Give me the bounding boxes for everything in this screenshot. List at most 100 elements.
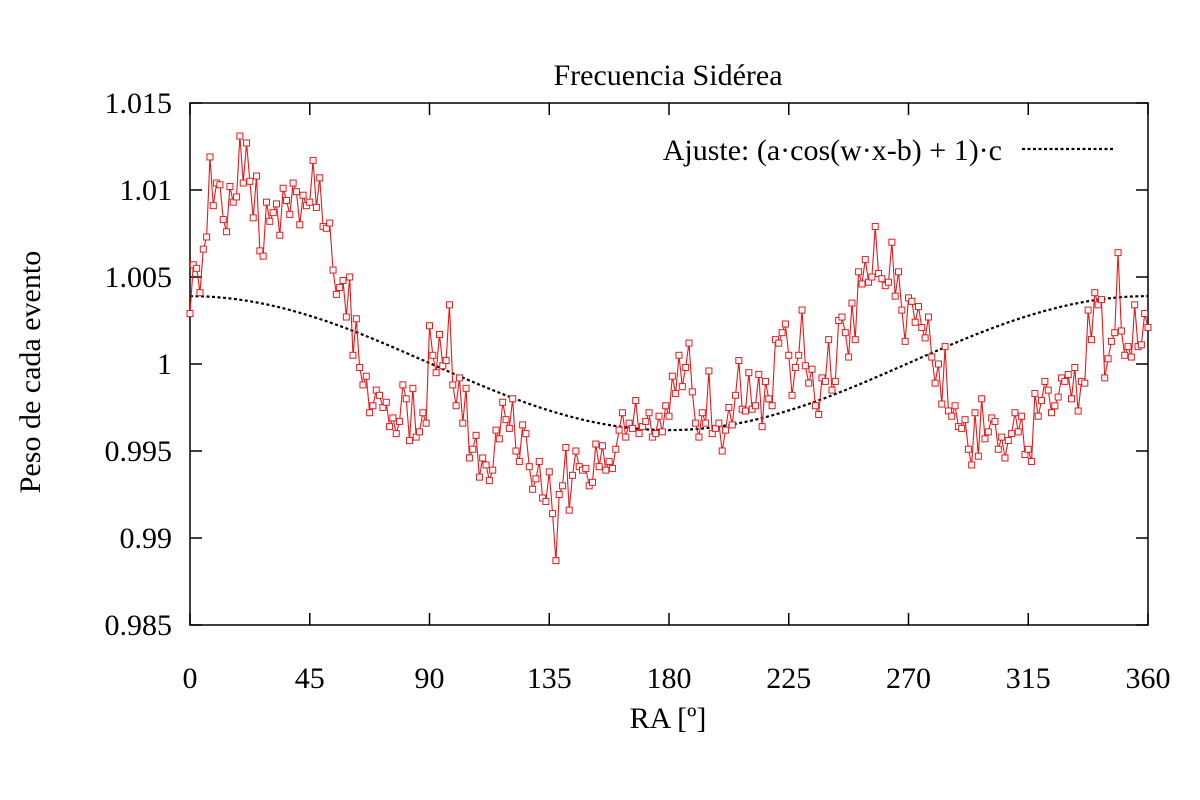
data-point — [1044, 386, 1052, 394]
data-point — [1144, 323, 1152, 331]
data-point — [406, 437, 414, 445]
data-point — [735, 357, 743, 365]
data-point — [1014, 428, 1022, 436]
data-point — [765, 395, 773, 403]
data-point — [1104, 355, 1112, 363]
data-point — [209, 202, 217, 210]
x-tick-labels: 0 45 90 135 180 225 270 315 360 — [183, 662, 1171, 695]
data-point — [442, 357, 450, 365]
data-point — [685, 339, 693, 347]
data-point — [432, 369, 440, 377]
data-point — [362, 372, 370, 380]
data-point — [399, 381, 407, 389]
data-point — [263, 198, 271, 206]
x-tick-label: 90 — [415, 662, 445, 695]
data-point — [745, 369, 753, 377]
data-point — [588, 478, 596, 486]
data-point — [878, 275, 886, 283]
data-point — [1127, 353, 1135, 361]
y-tick-label: 0.99 — [120, 522, 173, 555]
y-tick-label: 0.995 — [105, 435, 173, 468]
data-point — [216, 181, 224, 189]
data-point — [515, 457, 523, 465]
data-point — [392, 430, 400, 438]
x-tick-label: 45 — [295, 662, 325, 695]
data-point — [1084, 306, 1092, 314]
data-point — [928, 353, 936, 361]
data-point — [1081, 379, 1089, 387]
data-point — [346, 273, 354, 281]
data-point — [259, 252, 267, 260]
data-point — [529, 485, 537, 493]
data-point — [755, 370, 763, 378]
data-point — [382, 398, 390, 406]
data-point — [243, 139, 251, 147]
data-point — [1041, 377, 1049, 385]
data-point — [798, 306, 806, 314]
data-point — [1071, 363, 1079, 371]
data-point — [266, 217, 274, 225]
data-point — [386, 423, 394, 431]
data-point — [565, 506, 573, 514]
data-point — [668, 372, 676, 380]
y-tick-label: 1.005 — [105, 261, 173, 294]
data-point — [396, 417, 404, 425]
data-point — [732, 391, 740, 399]
data-point — [1061, 377, 1069, 385]
data-point — [781, 320, 789, 328]
data-point — [598, 442, 606, 450]
data-series-line — [189, 136, 1149, 561]
data-point — [791, 363, 799, 371]
data-point — [1091, 289, 1099, 297]
data-point — [349, 351, 357, 359]
data-point — [851, 336, 859, 344]
data-point — [253, 172, 261, 180]
plot-frame — [189, 102, 1149, 626]
chart-title: Frecuencia Sidérea — [553, 59, 782, 92]
y-tick-label: 0.985 — [105, 609, 173, 642]
data-point — [924, 313, 932, 321]
data-point — [938, 400, 946, 408]
data-point — [459, 419, 467, 427]
data-point — [695, 433, 703, 441]
data-point — [249, 214, 257, 222]
data-point — [688, 388, 696, 396]
data-point — [559, 482, 567, 490]
data-point — [279, 184, 287, 192]
data-point — [369, 402, 377, 410]
data-point — [895, 268, 903, 276]
data-point — [635, 430, 643, 438]
data-point — [592, 440, 600, 448]
data-point — [1051, 402, 1059, 410]
data-point — [662, 402, 670, 410]
data-point — [958, 424, 966, 432]
data-point — [336, 283, 344, 291]
data-point — [542, 497, 550, 505]
data-point — [722, 426, 730, 434]
data-point — [645, 409, 653, 417]
data-point — [545, 468, 553, 476]
data-point — [632, 397, 640, 405]
data-point — [751, 402, 759, 410]
data-point — [552, 557, 560, 565]
x-tick-label: 180 — [647, 662, 692, 695]
data-point — [1087, 336, 1095, 344]
data-point — [199, 245, 207, 253]
fit-curve — [189, 295, 1149, 432]
data-point — [329, 266, 337, 274]
data-point — [951, 402, 959, 410]
data-point — [675, 351, 683, 359]
data-point — [871, 223, 879, 231]
data-point — [449, 381, 457, 389]
data-point — [934, 360, 942, 368]
data-point — [885, 278, 893, 286]
data-point — [692, 419, 700, 427]
data-point — [618, 409, 626, 417]
data-point — [246, 177, 254, 185]
x-tick-label: 135 — [527, 662, 572, 695]
data-point — [948, 412, 956, 420]
data-point — [672, 390, 680, 398]
data-point — [522, 430, 530, 438]
data-point — [1141, 310, 1149, 318]
data-point — [512, 447, 520, 455]
